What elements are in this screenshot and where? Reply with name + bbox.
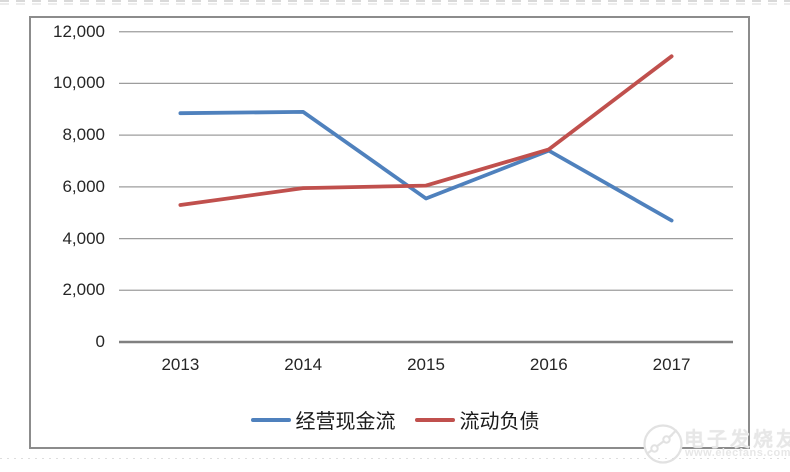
y-axis-tick-label: 12,000 bbox=[53, 21, 105, 41]
y-axis-tick-label: 0 bbox=[95, 332, 105, 351]
legend-item: 流动负债 bbox=[414, 405, 540, 434]
x-axis-tick-label: 2014 bbox=[284, 355, 323, 374]
legend-item: 经营现金流 bbox=[250, 405, 396, 434]
x-axis-tick-label: 2016 bbox=[529, 355, 568, 374]
watermark: 电子发烧友 www.elecfans.com bbox=[630, 415, 790, 472]
chart-legend: 经营现金流 流动负债 bbox=[0, 405, 790, 434]
series-line-经营现金流 bbox=[178, 110, 674, 223]
y-axis-tick-label: 4,000 bbox=[62, 228, 105, 248]
elecfans-logo-icon bbox=[643, 424, 683, 464]
watermark-url-text: www.elecfans.com bbox=[685, 447, 790, 459]
x-axis-tick-label: 2013 bbox=[161, 355, 200, 374]
y-axis-tick-label: 6,000 bbox=[62, 176, 105, 196]
series-line-流动负债 bbox=[178, 54, 674, 207]
legend-line-swatch bbox=[414, 417, 455, 422]
y-axis-tick-label: 2,000 bbox=[62, 280, 105, 300]
y-axis-tick-label: 8,000 bbox=[62, 125, 105, 145]
legend-label: 经营现金流 bbox=[295, 411, 396, 433]
page-break-dashed-line bbox=[0, 0, 790, 2]
page-dotted-line bbox=[0, 458, 790, 459]
page-break-dashed-line-2 bbox=[0, 3, 790, 5]
x-axis-tick-label: 2017 bbox=[652, 355, 691, 374]
y-axis-tick-label: 10,000 bbox=[53, 73, 105, 93]
watermark-brand-text: 电子发烧友 bbox=[684, 429, 790, 451]
legend-line-swatch bbox=[250, 417, 291, 422]
legend-label: 流动负债 bbox=[459, 411, 540, 433]
x-axis-tick-label: 2015 bbox=[407, 355, 445, 374]
